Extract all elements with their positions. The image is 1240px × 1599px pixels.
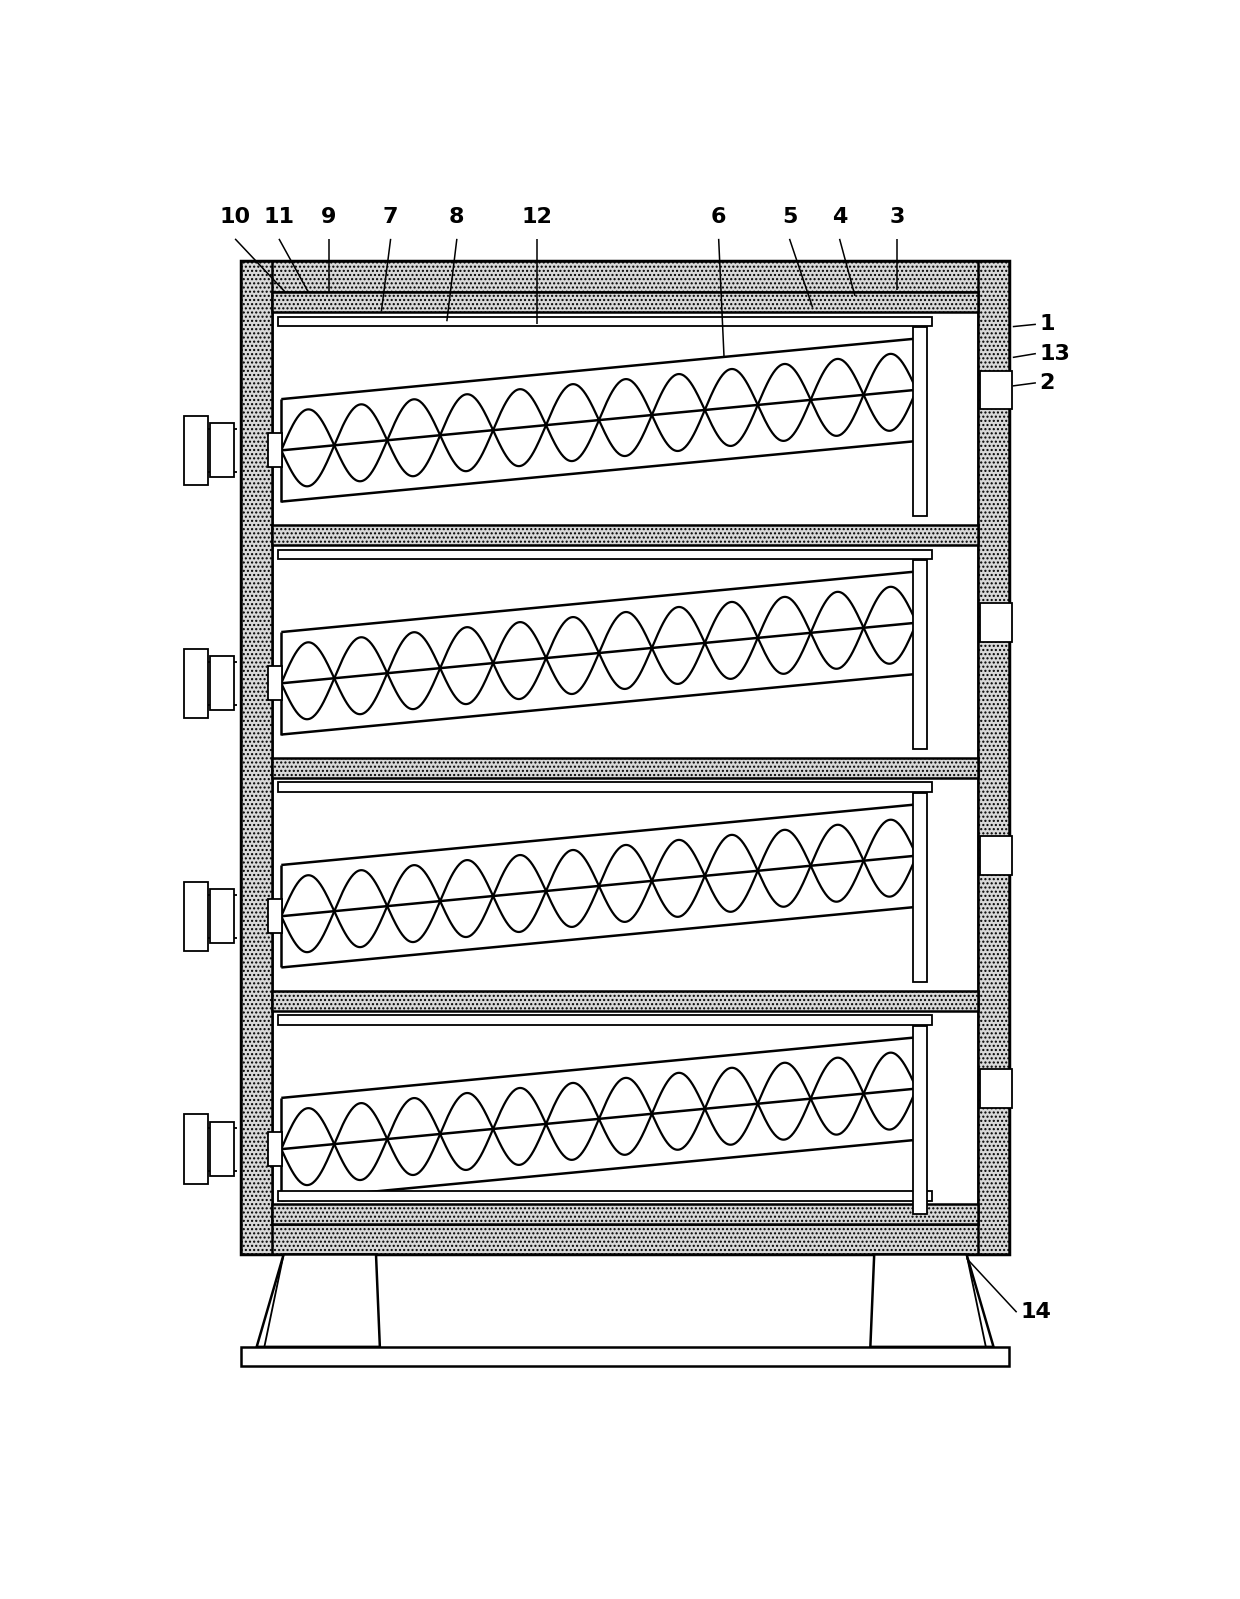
Bar — [980, 371, 1012, 409]
Bar — [242, 1223, 1009, 1255]
Bar — [242, 261, 1009, 293]
Text: 9: 9 — [321, 206, 337, 227]
Bar — [242, 261, 272, 1255]
Bar — [278, 317, 932, 326]
Bar — [268, 1132, 281, 1166]
Bar — [272, 1204, 978, 1223]
Text: 4: 4 — [832, 206, 847, 227]
Bar — [913, 328, 926, 515]
Bar — [980, 836, 1012, 875]
Bar — [980, 603, 1012, 641]
Bar — [268, 667, 281, 700]
Bar — [184, 1115, 208, 1183]
Text: 8: 8 — [449, 206, 465, 227]
Text: 5: 5 — [781, 206, 797, 227]
Bar — [211, 1122, 233, 1177]
Text: 13: 13 — [1040, 344, 1070, 363]
Bar — [278, 550, 932, 558]
Bar — [278, 1015, 932, 1025]
Bar — [913, 560, 926, 748]
Text: 6: 6 — [711, 206, 727, 227]
Bar — [184, 416, 208, 484]
Bar — [211, 889, 233, 943]
Bar — [272, 524, 978, 545]
Bar — [980, 1070, 1012, 1108]
Bar — [278, 782, 932, 792]
Bar — [268, 899, 281, 934]
Text: 14: 14 — [1021, 1302, 1052, 1322]
Text: 12: 12 — [522, 206, 552, 227]
Bar — [268, 433, 281, 467]
Bar — [211, 424, 233, 478]
Bar — [272, 293, 978, 1223]
Text: 1: 1 — [1040, 315, 1055, 334]
Bar — [978, 261, 1009, 1255]
Bar — [913, 793, 926, 982]
Text: 3: 3 — [889, 206, 905, 227]
Bar — [272, 293, 978, 312]
Polygon shape — [870, 1255, 993, 1346]
Text: 2: 2 — [1040, 373, 1055, 393]
Text: 10: 10 — [219, 206, 250, 227]
Bar — [211, 656, 233, 710]
Bar — [242, 1346, 1009, 1366]
Bar — [272, 758, 978, 777]
Text: 7: 7 — [383, 206, 398, 227]
Bar — [184, 649, 208, 718]
Bar — [913, 1027, 926, 1214]
Text: 11: 11 — [263, 206, 294, 227]
Polygon shape — [257, 1255, 379, 1346]
Bar — [272, 991, 978, 1011]
Bar — [242, 261, 1009, 1255]
Bar — [278, 1191, 932, 1201]
Bar — [184, 881, 208, 951]
